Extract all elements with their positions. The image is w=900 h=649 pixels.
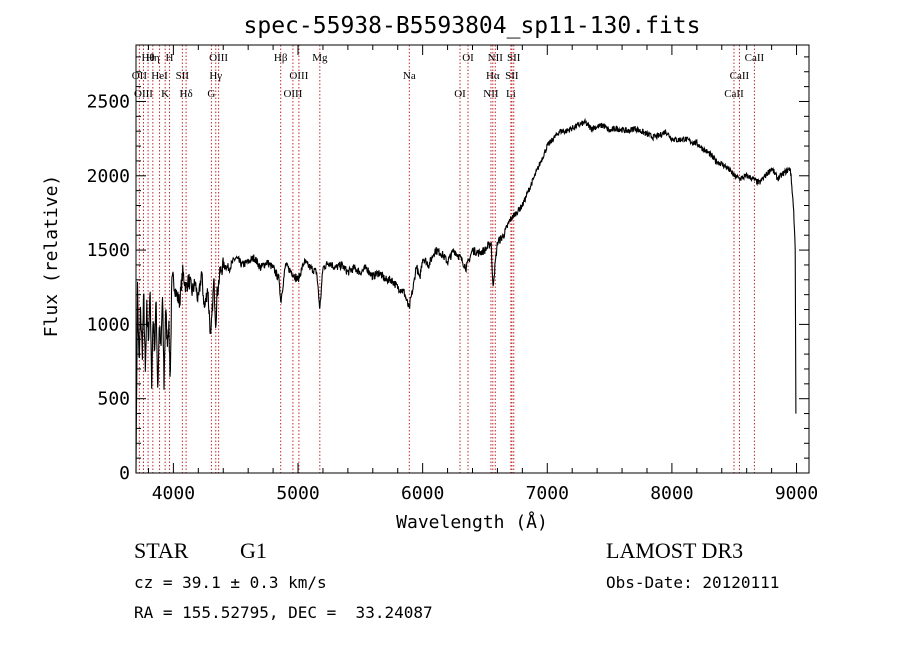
spectral-line-label: SII	[176, 70, 190, 82]
plot-frame	[135, 44, 810, 474]
ra-dec: RA = 155.52795, DEC = 33.24087	[134, 603, 433, 622]
spectral-line-label: H	[166, 52, 174, 64]
spectral-line-label: OIII	[289, 70, 308, 82]
redshift-cz: cz = 39.1 ± 0.3 km/s	[134, 573, 327, 592]
spectral-line-label: Hα	[486, 70, 500, 82]
spectral-line-label: CaII	[724, 88, 744, 100]
x-tick-label: 4000	[152, 483, 195, 504]
spectral-line-label: Hη	[146, 52, 160, 64]
chart-title: spec-55938-B5593804_sp11-130.fits	[244, 13, 701, 39]
spectral-line-label: OI	[454, 88, 466, 100]
survey-name: LAMOST DR3	[606, 538, 744, 563]
spectral-line-label: OIII	[283, 88, 302, 100]
axis-ticks	[136, 45, 809, 473]
y-axis-label: Flux (relative)	[41, 175, 62, 338]
y-tick-label: 2000	[87, 166, 130, 187]
spectral-line-label: Hβ	[274, 52, 288, 64]
spectral-line-label: HeI	[151, 70, 168, 82]
spectral-line-labels: HθOIIOIIIHηHeIKHSIIHδOIIIHγGHβOIIIOIIIMg…	[132, 52, 765, 100]
spectral-line-label: Hθ	[141, 52, 154, 64]
x-tick-label: 8000	[650, 483, 693, 504]
y-tick-label: 2500	[87, 91, 130, 112]
spectral-line-label: SII	[507, 52, 521, 64]
spectral-line-label: Hγ	[209, 70, 222, 82]
spectral-line-label: Na	[403, 70, 416, 82]
spectrum-line	[135, 117, 797, 474]
spectral-line-label: G	[207, 88, 215, 100]
spectral-line-label: K	[161, 88, 169, 100]
spectral-line-label: CaII	[730, 70, 750, 82]
spectral-line-label: OIII	[134, 88, 153, 100]
object-subclass: G1	[240, 538, 267, 563]
object-class: STAR	[134, 538, 189, 563]
y-tick-label: 500	[97, 389, 130, 410]
spectral-line-label: NII	[483, 88, 499, 100]
axis-tick-labels: 4000 5000 6000 7000 8000 9000 0 500 1000 1500 2000…	[87, 91, 819, 504]
spectral-line-label: NII	[488, 52, 504, 64]
spectrum-series	[135, 117, 797, 474]
spectral-line-label: Mg	[312, 52, 328, 64]
x-axis-label: Wavelength (Å)	[396, 511, 548, 533]
spectral-line-label: Hδ	[180, 88, 193, 100]
spectral-line-label: CaII	[745, 52, 765, 64]
x-tick-label: 7000	[526, 483, 569, 504]
spectral-line-label: Li	[506, 88, 516, 100]
spectral-line-label: OI	[462, 52, 474, 64]
y-tick-label: 0	[119, 463, 130, 484]
spectral-line-label: OIII	[209, 52, 228, 64]
x-tick-label: 6000	[401, 483, 444, 504]
spectral-line-label: SII	[505, 70, 519, 82]
y-tick-label: 1500	[87, 240, 130, 261]
x-tick-label: 9000	[775, 483, 818, 504]
spectral-line-markers	[138, 45, 755, 473]
x-tick-label: 5000	[276, 483, 319, 504]
y-tick-label: 1000	[87, 314, 130, 335]
observation-date: Obs-Date: 20120111	[606, 573, 780, 592]
